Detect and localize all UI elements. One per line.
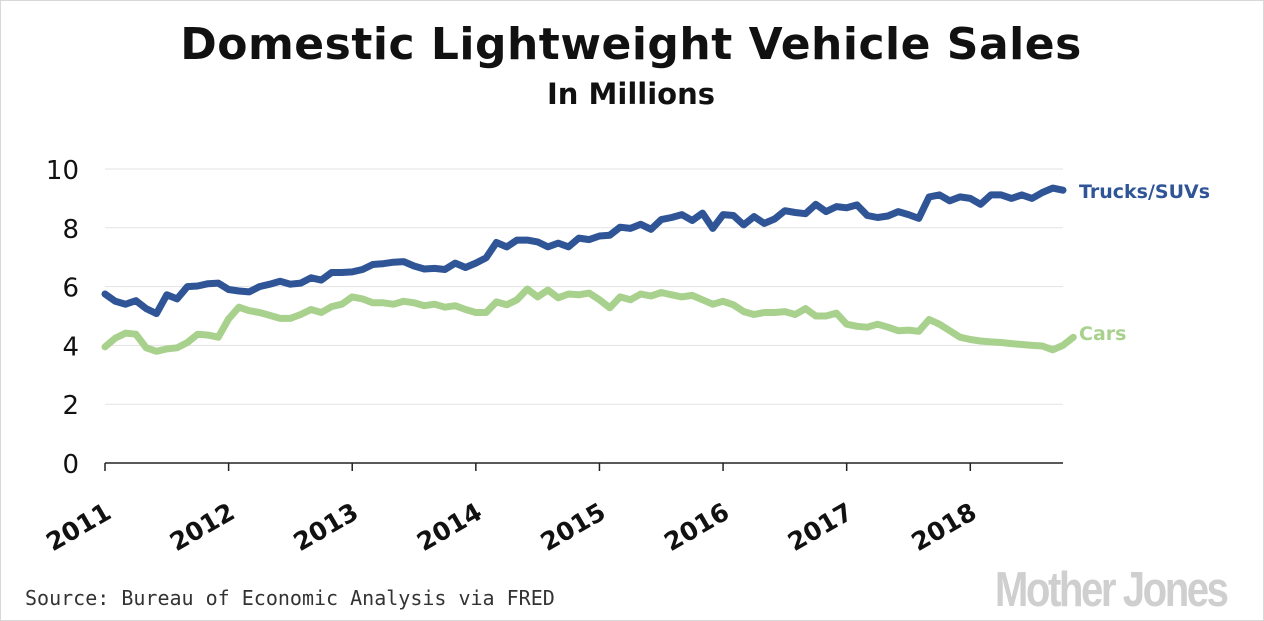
chart-title: Domestic Lightweight Vehicle Sales — [180, 19, 1082, 70]
y-tick-label-8: 8 — [62, 215, 79, 245]
y-tick-label-0: 0 — [62, 450, 79, 480]
series-label-trucks-suvs: Trucks/SUVs — [1079, 181, 1210, 203]
y-tick-label-10: 10 — [46, 156, 79, 186]
grid-lines — [105, 168, 1063, 405]
x-tick-label-2015: 2015 — [536, 497, 611, 557]
y-tick-label-4: 4 — [62, 332, 79, 362]
x-tick-label-2013: 2013 — [288, 497, 363, 557]
source-note: Source: Bureau of Economic Analysis via … — [25, 586, 555, 610]
x-tick-label-2011: 2011 — [41, 497, 116, 557]
x-tick-label-2014: 2014 — [412, 497, 487, 557]
x-tick-label-2012: 2012 — [165, 497, 240, 557]
series-line-trucks-suvs — [101, 184, 1067, 318]
x-tick-label-2018: 2018 — [907, 497, 982, 557]
series-lines — [101, 184, 1077, 355]
series-label-cars: Cars — [1079, 323, 1126, 345]
y-tick-label-2: 2 — [62, 391, 79, 421]
labels: Trucks/SUVs Cars — [1079, 181, 1210, 345]
series-line-cars — [101, 285, 1077, 355]
x-tick-label-2017: 2017 — [783, 497, 858, 557]
brand-logo: Mother Jones — [995, 563, 1229, 617]
chart-subtitle: In Millions — [547, 77, 715, 111]
y-tick-label-6: 6 — [62, 274, 79, 304]
x-tick-label-2016: 2016 — [659, 497, 734, 557]
